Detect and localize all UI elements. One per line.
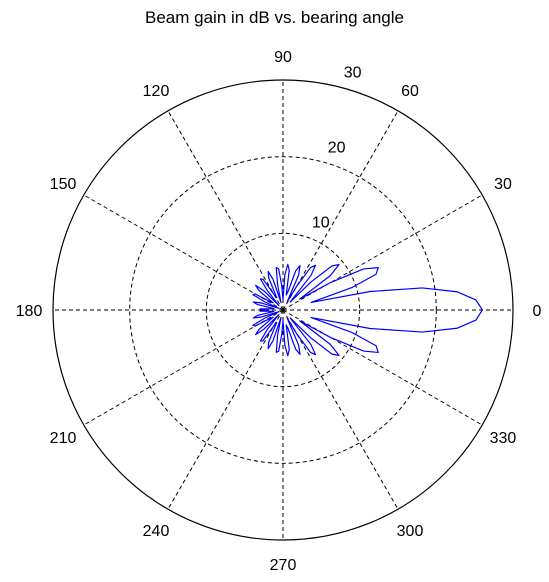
- spoke-300: [282, 309, 399, 510]
- angle-tick-label: 300: [397, 523, 424, 540]
- radial-tick-label: 30: [344, 64, 362, 81]
- angle-tick-label: 180: [16, 303, 43, 320]
- angle-tick-label: 240: [143, 523, 170, 540]
- label-layer: 0 30 60 90 120 150 180 210 240 270 300 330 10 20 30: [16, 49, 542, 574]
- spoke-240: [167, 309, 284, 510]
- spoke-210: [83, 309, 284, 426]
- spoke-330: [282, 309, 483, 426]
- angle-tick-label: 270: [270, 557, 297, 574]
- spoke-120: [167, 110, 284, 311]
- outer-ring: [52, 79, 514, 541]
- chart-title: Beam gain in dB vs. bearing angle: [145, 8, 404, 27]
- grid-layer: [52, 79, 514, 541]
- radial-tick-label: 10: [312, 214, 330, 231]
- spoke-30: [282, 194, 483, 311]
- angle-tick-label: 0: [533, 303, 542, 320]
- angle-tick-label: 90: [274, 49, 292, 66]
- angle-tick-label: 30: [494, 176, 512, 193]
- angle-tick-label: 210: [50, 430, 77, 447]
- angle-tick-label: 150: [50, 176, 77, 193]
- range-ring-10: [205, 232, 361, 388]
- spoke-150: [83, 194, 284, 311]
- angle-tick-label: 120: [143, 83, 170, 100]
- range-ring-20: [129, 156, 437, 464]
- radial-tick-label: 20: [328, 139, 346, 156]
- series-line: [252, 263, 483, 357]
- angle-tick-label: 60: [401, 83, 419, 100]
- angle-tick-label: 330: [490, 430, 517, 447]
- spoke-60: [282, 110, 399, 311]
- series-layer: [252, 263, 483, 357]
